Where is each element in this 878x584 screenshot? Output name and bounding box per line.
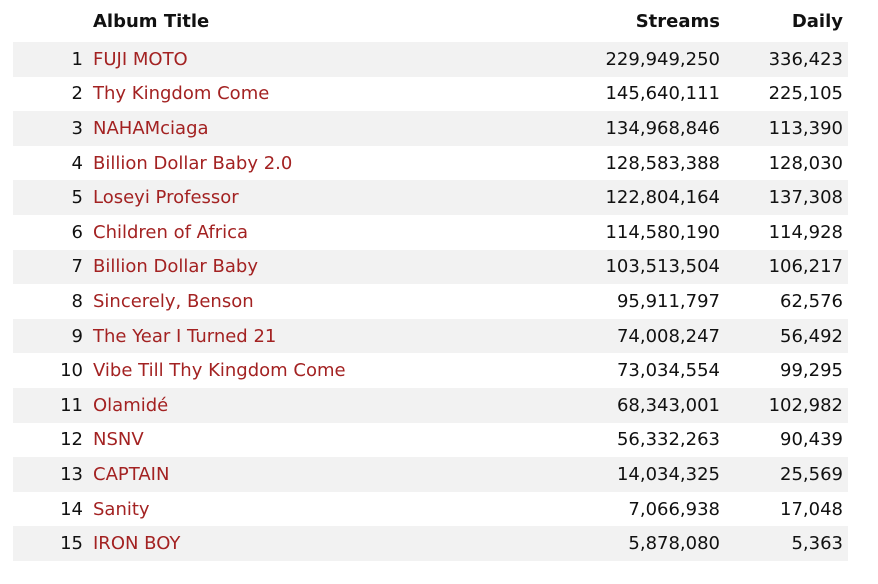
rank: 11 [60, 394, 83, 416]
album-title[interactable]: FUJI MOTO [93, 48, 188, 70]
album-title[interactable]: NAHAMciaga [93, 117, 209, 139]
column-header: Daily [791, 10, 843, 32]
rank: 10 [60, 360, 83, 382]
daily: 128,030 [768, 152, 843, 174]
table-row: 1 FUJI MOTO 229,949,250 336,423 [13, 42, 848, 77]
album-title[interactable]: Billion Dollar Baby 2.0 [93, 152, 293, 174]
streams: 122,804,164 [605, 187, 720, 209]
streams: 114,580,190 [605, 221, 720, 243]
rank-header [13, 0, 88, 42]
streams: 134,968,846 [605, 117, 720, 139]
rank: 8 [71, 290, 83, 312]
table-row: 15 IRON BOY 5,878,080 5,363 [13, 526, 848, 561]
streams: 7,066,938 [628, 498, 720, 520]
header-row: Album Title Streams Daily [13, 0, 848, 42]
streams: 56,332,263 [616, 429, 720, 451]
daily: 56,492 [780, 325, 843, 347]
daily: 113,390 [768, 117, 843, 139]
rank: 1 [71, 48, 83, 70]
rank: 5 [71, 187, 83, 209]
album-title[interactable]: Sanity [93, 498, 150, 520]
rank: 7 [71, 256, 83, 278]
daily: 25,569 [780, 463, 843, 485]
streams: 128,583,388 [605, 152, 720, 174]
streams: 95,911,797 [616, 290, 720, 312]
streams: 73,034,554 [616, 360, 720, 382]
table-body: 1 FUJI MOTO 229,949,250 336,423 2 Thy Kingdom… [13, 42, 848, 561]
table-row: 10 Vibe Till Thy Kingdom Come 73,034,554 99… [13, 353, 848, 388]
streams: 5,878,080 [628, 533, 720, 555]
table-row: 3 NAHAMciaga 134,968,846 113,390 [13, 111, 848, 146]
table-row: 13 CAPTAIN 14,034,325 25,569 [13, 457, 848, 492]
daily: 62,576 [780, 290, 843, 312]
streams: 74,008,247 [616, 325, 720, 347]
table-row: 9 The Year I Turned 21 74,008,247 56,492 [13, 318, 848, 354]
table-row: 7 Billion Dollar Baby 103,513,504 106,217 [13, 249, 848, 285]
daily: 114,928 [768, 221, 843, 243]
album-title[interactable]: Sincerely, Benson [93, 290, 254, 312]
daily: 102,982 [768, 394, 843, 416]
streams: 14,034,325 [616, 463, 720, 485]
column-header: Album Title [93, 10, 210, 32]
rank: 12 [60, 429, 83, 451]
table-row: 11 Olamidé 68,343,001 102,982 [13, 387, 848, 423]
daily: 225,105 [768, 83, 843, 105]
streams: 68,343,001 [616, 394, 720, 416]
daily: 336,423 [768, 48, 843, 70]
streams: 229,949,250 [605, 48, 720, 70]
album-title[interactable]: IRON BOY [93, 533, 181, 555]
rank: 14 [60, 498, 83, 520]
album-title[interactable]: Loseyi Professor [93, 187, 239, 209]
album-title[interactable]: The Year I Turned 21 [93, 325, 277, 347]
rank: 13 [60, 463, 83, 485]
column-header: Streams [635, 10, 720, 32]
album-table: Album Title Streams Daily 1 FUJI MOTO 229,… [13, 0, 848, 561]
rank: 9 [71, 325, 83, 347]
table-row: 12 NSNV 56,332,263 90,439 [13, 423, 848, 458]
album-title[interactable]: Billion Dollar Baby [93, 256, 258, 278]
streams: 145,640,111 [605, 83, 720, 105]
rank: 2 [71, 83, 83, 105]
table-row: 5 Loseyi Professor 122,804,164 137,308 [13, 180, 848, 215]
table-row: 4 Billion Dollar Baby 2.0 128,583,388 128,0… [13, 146, 848, 181]
rank: 4 [71, 152, 83, 174]
daily: 5,363 [791, 533, 843, 555]
album-title[interactable]: Thy Kingdom Come [93, 83, 270, 105]
streams: 103,513,504 [605, 256, 720, 278]
daily: 106,217 [768, 256, 843, 278]
album-title[interactable]: CAPTAIN [93, 463, 170, 485]
table-row: 2 Thy Kingdom Come 145,640,111 225,105 [13, 77, 848, 112]
album-title[interactable]: Olamidé [93, 394, 169, 416]
daily: 90,439 [780, 429, 843, 451]
table-row: 14 Sanity 7,066,938 17,048 [13, 492, 848, 527]
table-row: 8 Sincerely, Benson 95,911,797 62,576 [13, 284, 848, 319]
album-title[interactable]: Vibe Till Thy Kingdom Come [93, 360, 346, 382]
table-row: 6 Children of Africa 114,580,190 114,928 [13, 215, 848, 250]
album-title[interactable]: Children of Africa [93, 221, 249, 243]
daily: 17,048 [780, 498, 843, 520]
daily: 99,295 [780, 360, 843, 382]
rank: 3 [71, 117, 83, 139]
daily: 137,308 [768, 187, 843, 209]
album-title[interactable]: NSNV [93, 429, 144, 451]
rank: 15 [60, 533, 83, 555]
rank: 6 [71, 221, 83, 243]
